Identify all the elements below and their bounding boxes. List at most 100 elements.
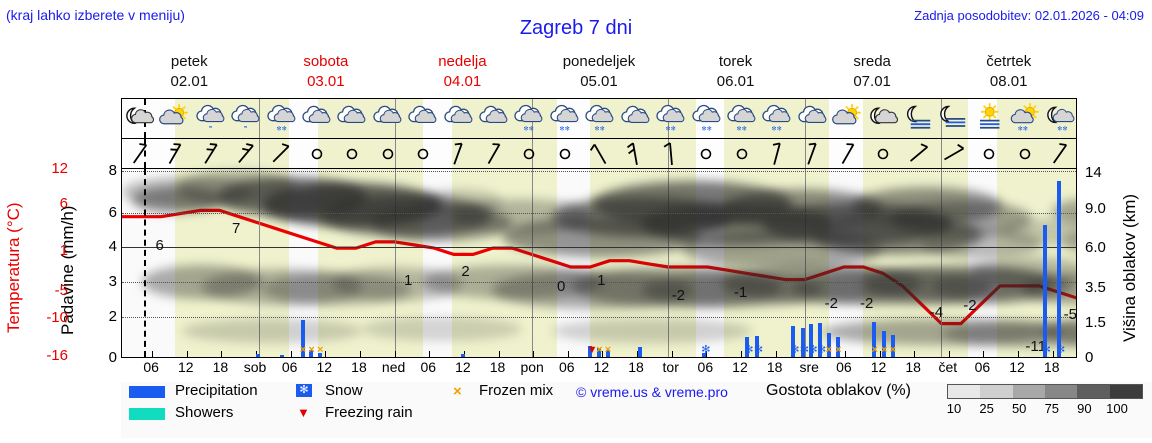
- x-tick-6: 18: [351, 359, 367, 375]
- svg-text:❞: ❞: [244, 125, 247, 132]
- svg-text:✻✻: ✻✻: [276, 125, 286, 132]
- precip-type-marker-frozen-4: ×: [316, 344, 324, 356]
- cloud-density-blob-24: [812, 215, 982, 255]
- x-tick-21: 12: [870, 359, 887, 375]
- precipitation-tick-0: 8: [108, 162, 117, 179]
- wind-barb-3: [228, 141, 263, 167]
- day-date: 05.01: [580, 73, 618, 90]
- day-date: 03.01: [307, 73, 345, 90]
- temperature-value-label-8: -2: [824, 294, 838, 312]
- wind-barb-5: [299, 141, 334, 167]
- temperature-value-label-9: -2: [860, 294, 874, 312]
- cloud-density-blob-10: [332, 267, 462, 301]
- x-tickmark-14: [637, 351, 639, 357]
- copyright-link[interactable]: © vreme.us & vreme.pro: [576, 384, 728, 400]
- cloud-scale-number-3: 75: [1044, 401, 1060, 416]
- cloud-tick-4: 1.5: [1085, 314, 1106, 331]
- x-tickmark-4: [290, 351, 292, 357]
- precipitation-bar-6: [587, 346, 592, 357]
- temperature-value-label-12: -11: [1025, 338, 1046, 356]
- wind-barb-10: [476, 141, 511, 167]
- wind-barb-20: [830, 141, 865, 167]
- precipitation-bar-0: [255, 353, 260, 357]
- x-tickmark-2: [221, 351, 223, 357]
- day-date: 06.01: [716, 73, 755, 90]
- temperature-value-label-7: -1: [733, 283, 748, 301]
- weather-icon-cloud-snow-11: ✻✻: [511, 102, 546, 136]
- night-shading-band-1: [317, 99, 424, 138]
- precipitation-swatch: [129, 386, 165, 398]
- cloud-density-blob-26: [892, 201, 1032, 237]
- page-title: Zagreb 7 dni: [519, 17, 633, 39]
- wind-barb-14: [618, 141, 653, 167]
- precip-type-marker-snow-10: ✻: [701, 344, 711, 356]
- day-separator-4: [668, 139, 670, 168]
- cloud-density-blob-42: [552, 319, 752, 343]
- x-tickmark-12: [567, 351, 569, 357]
- temperature-curve: [122, 208, 1076, 326]
- precipitation-tick-2: 4: [108, 238, 117, 255]
- wind-barb-4: [264, 141, 299, 167]
- horizontal-gridline-2: [122, 247, 1076, 248]
- weather-icon-cloud-snow-16: ✻✻: [689, 102, 724, 136]
- x-tick-10: 18: [489, 359, 506, 375]
- cloud-density-blob-27: [722, 265, 922, 303]
- day-header-4: ponedeljek 05.01: [531, 52, 668, 92]
- day-separator-6: [941, 169, 943, 357]
- night-shading-band-1: [317, 139, 424, 168]
- temperature-tick-5: -16: [46, 347, 68, 364]
- x-tickmark-25: [1018, 351, 1020, 357]
- meteogram-plot[interactable]: ❞ ❞ ✻✻ ✻✻ ✻✻ ✻✻ ✻✻ ✻✻ ✻✻ ✻✻ ✻✻ ✻✻ 6 7 1 2 0 1 -2 -1 -2 -2 -4-…: [121, 98, 1077, 358]
- day-separator-5: [804, 139, 806, 168]
- x-tickmark-24: [983, 351, 985, 357]
- svg-text:✻✻: ✻✻: [1018, 125, 1028, 132]
- temperature-value-label-5: 1: [597, 272, 606, 290]
- night-shading-band-5: [862, 139, 969, 168]
- cloud-density-blob-25: [852, 187, 1002, 225]
- precipitation-tick-1: 6: [108, 204, 117, 221]
- cloud-density-blob-21: [642, 273, 822, 307]
- weather-icon-cloud-8: [405, 102, 440, 136]
- x-axis-tick-labels: 06 12 18 sob 06 12 18 ned 06 12 18 pon 06 12 18 tor 06 12…: [121, 359, 1077, 379]
- precipitation-bar-17: [826, 332, 831, 357]
- temperature-value-label-6: -2: [671, 287, 686, 305]
- precipitation-bar-7: [597, 348, 602, 357]
- night-shading-band-0: [174, 139, 290, 168]
- wind-barb-8: [405, 141, 440, 167]
- cloud-tick-5: 0: [1085, 349, 1094, 366]
- day-name: ponedeljek: [562, 53, 636, 70]
- cloud-density-blob-29: [862, 265, 1052, 303]
- cloud-density-blob-9: [262, 273, 412, 305]
- weather-icon-cloud-7: [370, 102, 405, 136]
- weather-icon-cloud-19: [795, 102, 830, 136]
- wind-barb-18: [759, 141, 794, 167]
- precipitation-bar-11: [745, 337, 750, 357]
- precip-type-marker-frozen-20: ×: [881, 344, 888, 356]
- precip-type-marker-frozen-21: ×: [889, 344, 897, 356]
- day-separator-4: [668, 169, 670, 357]
- cloud-tick-1: 9.0: [1085, 200, 1106, 217]
- x-tickmark-7: [394, 351, 396, 357]
- temperature-value-label-10: -4: [929, 304, 944, 322]
- cloud-density-scale-numbers: 10 25 50 75 90 100: [937, 401, 1149, 419]
- precip-type-marker-frozen-17: ×: [825, 344, 832, 356]
- temperature-line: [122, 208, 1076, 326]
- precip-type-marker-frozen-3: ×: [308, 344, 315, 356]
- precip-type-marker-freezing-6: ▼: [586, 344, 598, 356]
- day-separator-2: [395, 169, 397, 357]
- weather-icon-fog-23: [936, 102, 971, 136]
- svg-text:✻✻: ✻✻: [559, 125, 569, 132]
- day-separator-2: [395, 139, 397, 168]
- wind-barb-13: [582, 141, 617, 167]
- cloud-scale-number-5: 100: [1106, 401, 1128, 416]
- precipitation-bar-14: [800, 328, 805, 357]
- chart-grid-area: 6 7 1 2 0 1 -2 -1 -2 -2 -4 -2 -11 -5 × × × ▼ × × ✻ ✻ ✻ ✻ ✻ ✻ ✻ × × × ×…: [122, 169, 1076, 357]
- precipitation-bar-4: [317, 352, 322, 357]
- horizontal-gridline-4: [122, 317, 1076, 318]
- cloud-density-blob-30: [922, 229, 1042, 259]
- cloud-density-blob-40: [182, 319, 362, 343]
- wind-barb-22: [901, 141, 936, 167]
- temperature-value-label-4: 0: [556, 278, 566, 296]
- x-tick-0: 06: [143, 359, 159, 375]
- x-tick-17: 12: [732, 359, 748, 375]
